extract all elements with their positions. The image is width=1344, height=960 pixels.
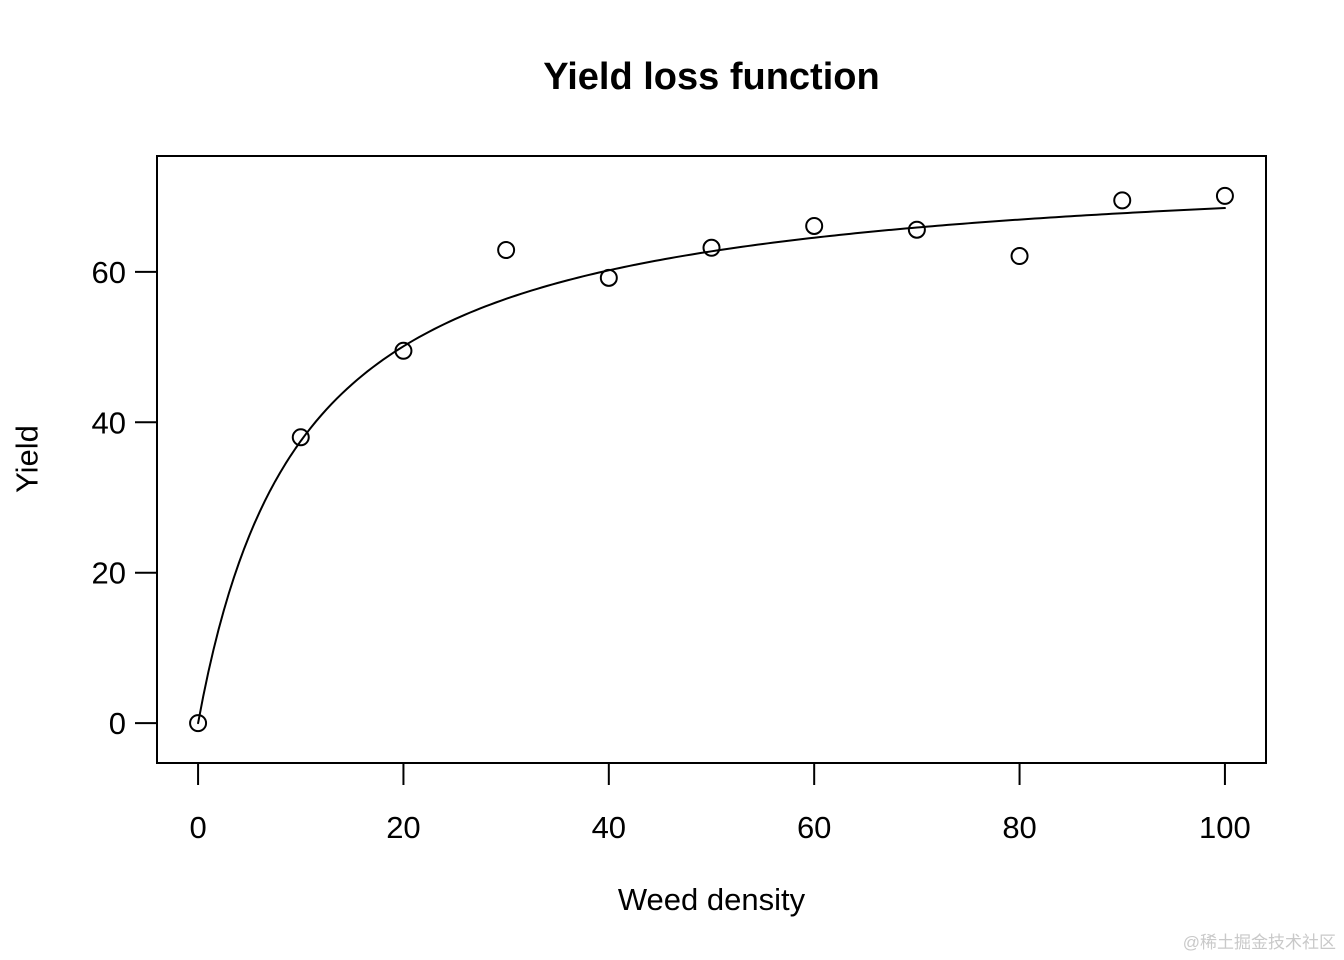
data-point [497, 241, 516, 260]
data-point [599, 268, 618, 287]
data-point [1010, 247, 1029, 266]
y-tick-label: 60 [92, 255, 126, 290]
data-point [394, 341, 413, 360]
data-point [907, 220, 926, 239]
chart-title: Yield loss function [543, 56, 880, 98]
data-point [702, 238, 721, 257]
y-tick-label: 40 [92, 405, 126, 440]
y-tick-label: 20 [92, 556, 126, 591]
y-tick-label: 0 [109, 706, 126, 741]
plot-box [156, 155, 1267, 764]
x-axis-label: Weed density [617, 882, 806, 917]
watermark: @稀土掘金技术社区 [1182, 933, 1336, 952]
data-point [1215, 186, 1234, 205]
x-tick-label: 60 [797, 810, 831, 845]
data-point [189, 714, 208, 733]
x-tick-label: 100 [1199, 810, 1251, 845]
data-point [805, 216, 824, 235]
data-point [1113, 191, 1132, 210]
x-tick-label: 40 [592, 810, 626, 845]
x-tick-label: 80 [1002, 810, 1036, 845]
y-axis-label: Yield [9, 425, 45, 493]
data-point [291, 428, 310, 447]
fit-curve [197, 207, 1226, 725]
x-tick-label: 0 [189, 810, 206, 845]
x-tick-label: 20 [386, 810, 420, 845]
